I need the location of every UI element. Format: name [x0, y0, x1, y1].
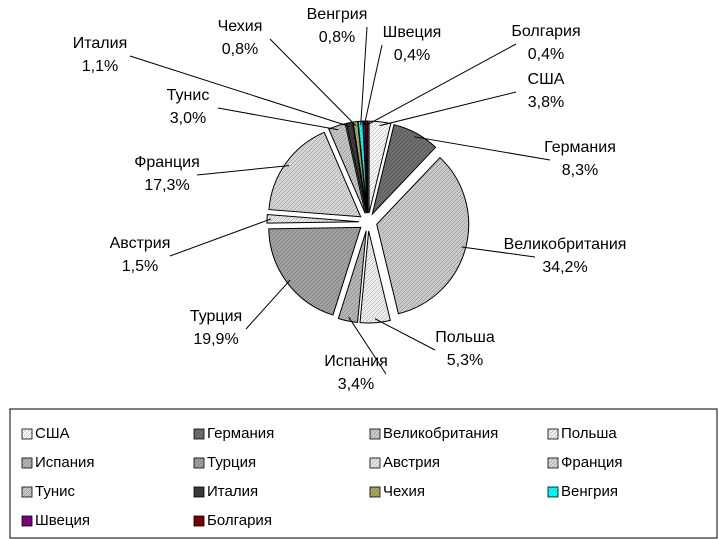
legend-label: Австрия — [383, 454, 440, 471]
legend-box — [9, 408, 718, 539]
slice-label: Франция — [134, 154, 200, 171]
legend-label: Германия — [207, 425, 274, 442]
pie-slice — [359, 230, 391, 324]
slice-value: 1,1% — [82, 58, 118, 75]
slice-label: Италия — [73, 35, 127, 52]
slice-label: Германия — [544, 139, 616, 156]
legend-swatch — [193, 486, 205, 498]
legend-label: Франция — [561, 454, 622, 471]
leader-line — [129, 55, 351, 128]
leader-line — [169, 218, 272, 257]
leader-line — [245, 279, 291, 330]
leader-line — [414, 136, 551, 161]
legend-label: Испания — [35, 454, 95, 471]
slice-value: 0,8% — [222, 41, 258, 58]
slice-value: 1,5% — [122, 258, 158, 275]
leader-line — [374, 318, 436, 351]
slice-label: Испания — [324, 353, 388, 370]
slice-label: Чехия — [218, 18, 263, 35]
pie-slice — [368, 120, 392, 214]
legend-swatch — [193, 428, 205, 440]
slice-value: 8,3% — [562, 162, 598, 179]
legend-label: Польша — [561, 425, 617, 442]
slice-value: 5,3% — [447, 352, 483, 369]
legend-label: США — [35, 425, 70, 442]
slice-label: Тунис — [167, 87, 210, 104]
pie-slice — [266, 213, 360, 224]
legend-swatch — [369, 428, 381, 440]
leader-line — [363, 44, 383, 126]
legend-swatch — [547, 457, 559, 469]
pie-slice — [268, 226, 362, 316]
slice-value: 17,3% — [144, 177, 189, 194]
slice-value: 0,8% — [319, 29, 355, 46]
legend-swatch — [369, 486, 381, 498]
slice-label: США — [528, 71, 565, 88]
leader-line — [379, 91, 517, 127]
slice-value: 34,2% — [542, 259, 587, 276]
pie-slice — [337, 230, 367, 323]
legend-swatch — [21, 515, 33, 527]
legend-label: Тунис — [35, 483, 75, 500]
slice-value: 3,0% — [170, 110, 206, 127]
pie-slice — [268, 131, 362, 218]
legend-swatch — [369, 457, 381, 469]
legend-swatch — [193, 515, 205, 527]
legend-label: Венгрия — [561, 483, 618, 500]
leader-line — [196, 165, 290, 176]
leader-line — [217, 107, 339, 131]
pie-slice — [371, 124, 437, 216]
slice-label: Австрия — [110, 235, 171, 252]
slice-value: 3,8% — [528, 94, 564, 111]
slice-label: Швеция — [383, 24, 442, 41]
slice-value: 19,9% — [193, 331, 238, 348]
legend-label: Чехия — [383, 483, 425, 500]
legend-swatch — [21, 428, 33, 440]
legend-label: Швеция — [35, 512, 90, 529]
legend-swatch — [547, 428, 559, 440]
legend-label: Болгария — [207, 512, 272, 529]
slice-value: 3,4% — [338, 376, 374, 393]
slice-value: 0,4% — [394, 47, 430, 64]
legend-swatch — [21, 457, 33, 469]
leader-line — [360, 26, 368, 126]
leader-line — [269, 38, 357, 127]
legend-label: Италия — [207, 483, 258, 500]
pie-slice — [365, 120, 369, 214]
legend-label: Турция — [207, 454, 256, 471]
slice-label: Турция — [190, 308, 242, 325]
legend-swatch — [547, 486, 559, 498]
leader-line — [366, 43, 517, 126]
slice-label: Венгрия — [307, 6, 368, 23]
legend-label: Великобритания — [383, 425, 498, 442]
slice-value: 0,4% — [528, 46, 564, 63]
legend-swatch — [193, 457, 205, 469]
leader-line — [348, 316, 387, 375]
pie-slice — [328, 123, 366, 214]
slice-label: Болгария — [511, 23, 580, 40]
legend-swatch — [21, 486, 33, 498]
slice-label: Польша — [435, 329, 495, 346]
leader-line — [461, 246, 536, 258]
slice-label: Великобритания — [504, 236, 627, 253]
